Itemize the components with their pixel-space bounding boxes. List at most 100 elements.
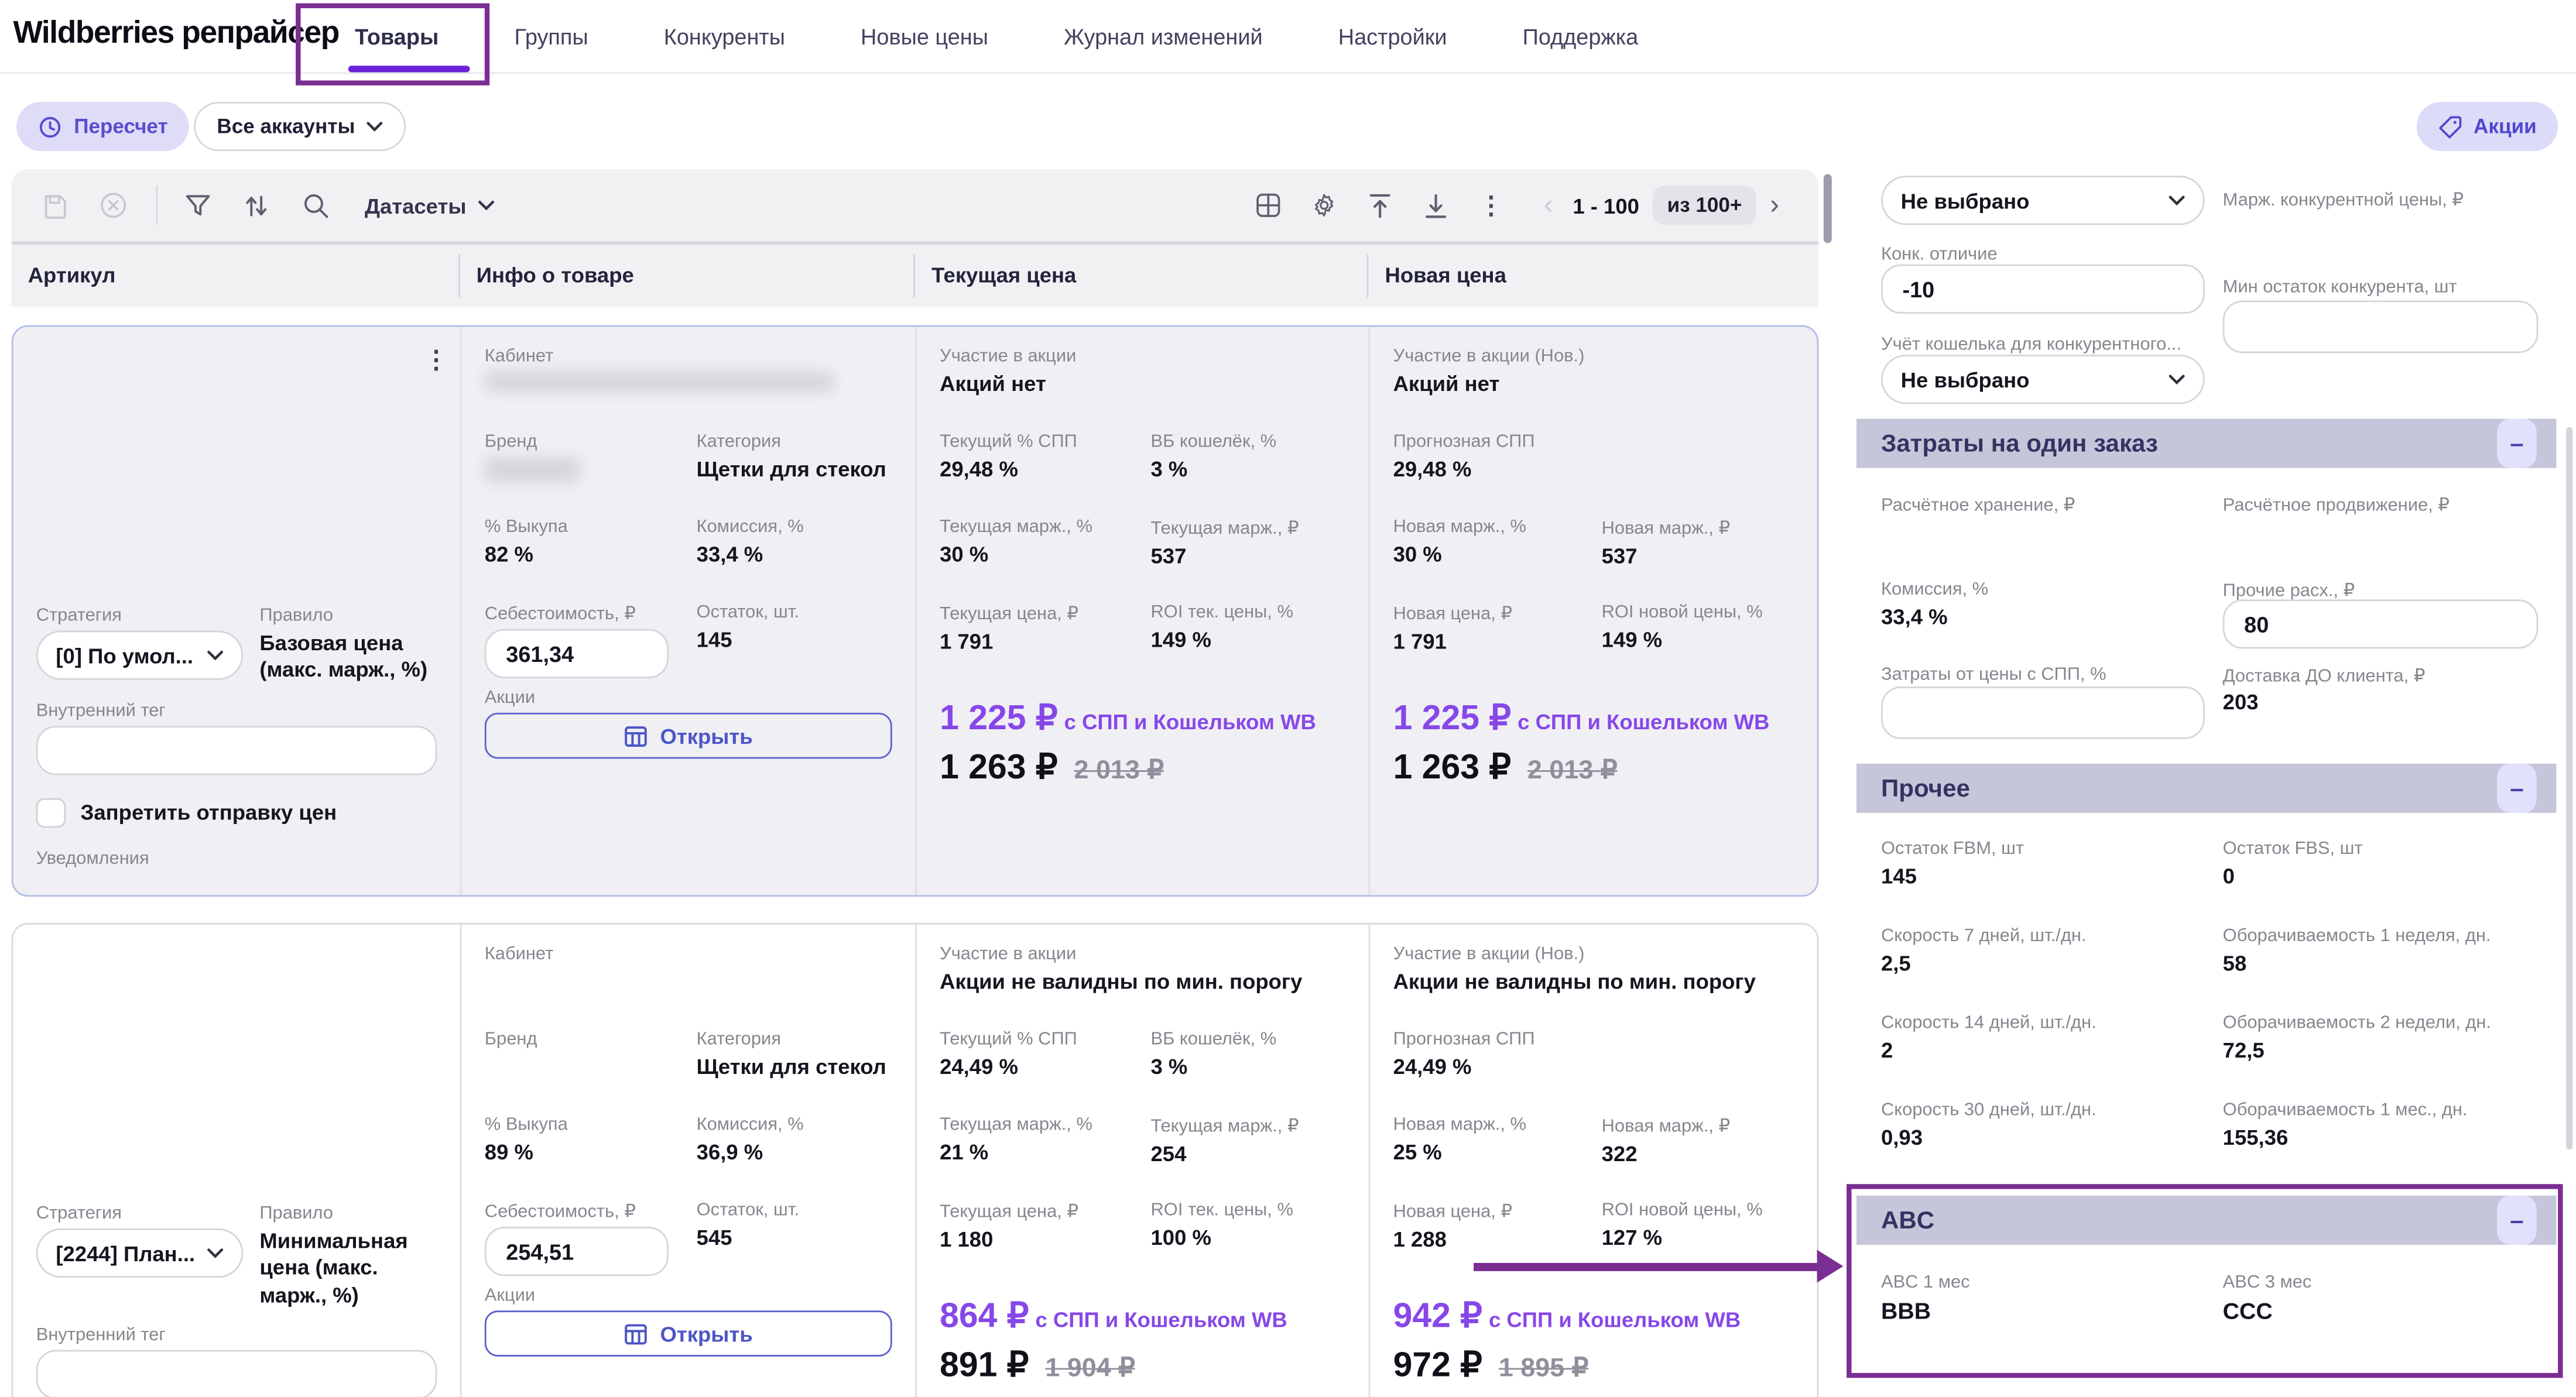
commission-value: 36,9 % (696, 1139, 763, 1165)
nav-tabs: Товары Группы Конкуренты Новые цены Журн… (355, 0, 1638, 72)
strategy-select[interactable]: [2244] План... (36, 1228, 244, 1278)
table-scrollbar-thumb[interactable] (1823, 174, 1832, 243)
annotation-box-products-tab (296, 3, 490, 85)
collapse-abc-button[interactable]: – (2497, 1195, 2537, 1245)
table-row[interactable]: ⋮ Стратегия [0] По умол... Правило Базов… (11, 325, 1819, 897)
section-misc-header: Прочее – (1856, 763, 2557, 814)
tab-groups[interactable]: Группы (514, 23, 588, 49)
current-price-block: 864 ₽ с СПП и Кошельком WB 891 ₽1 904 ₽ (940, 1297, 1287, 1385)
forbid-prices-checkbox[interactable] (36, 797, 66, 827)
rule-value: Базовая цена (макс. марж., %) (259, 630, 428, 682)
table-grid-icon (624, 725, 647, 746)
open-promos-button[interactable]: Открыть (484, 1310, 892, 1357)
chevron-down-icon (366, 122, 383, 132)
upload-icon[interactable] (1363, 189, 1396, 222)
panel-scrollbar-thumb[interactable] (2566, 427, 2573, 1150)
internal-tag-input[interactable] (36, 725, 437, 775)
commission-value: 33,4 % (696, 542, 763, 567)
competitor-margin-label: Марж. конкурентной цены, ₽ (2222, 190, 2464, 211)
page-total-badge[interactable]: из 100+ (1652, 186, 1757, 225)
tab-competitors[interactable]: Конкуренты (663, 23, 785, 49)
competitor-diff-input[interactable] (1881, 264, 2205, 314)
columns-icon[interactable] (1251, 189, 1284, 222)
active-tab-indicator (348, 66, 470, 73)
toolbar-divider (156, 186, 158, 225)
tab-support[interactable]: Поддержка (1522, 23, 1639, 49)
col-header-articul: Артикул (28, 262, 116, 288)
col-header-new-price: Новая цена (1366, 254, 1819, 297)
buyout-value: 89 % (484, 1139, 533, 1165)
strategy-select[interactable]: [0] По умол... (36, 630, 244, 680)
annotation-arrow (1474, 1262, 1822, 1271)
page-range: 1 - 100 (1573, 193, 1639, 218)
delivery-value: 203 (2222, 689, 2259, 715)
new-price-block: 942 ₽ с СПП и Кошельком WB 972 ₽1 895 ₽ (1393, 1297, 1741, 1385)
new-price-cell: Участие в акции (Нов.) Акции не валидны … (1368, 924, 1817, 1397)
recalc-button[interactable]: Пересчет (16, 101, 190, 152)
toolbar-right: ⋮ ‹ 1 - 100 из 100+ › (1251, 186, 1792, 225)
competitor-price-select[interactable]: Не выбрано (1881, 176, 2205, 225)
min-competitor-stock-input[interactable] (2222, 300, 2539, 353)
section-abc-header: ABC – (1856, 1195, 2557, 1245)
tab-change-log[interactable]: Журнал изменений (1064, 23, 1263, 49)
current-price-cell: Участие в акции Акции не валидны по мин.… (915, 924, 1368, 1397)
tab-new-prices[interactable]: Новые цены (861, 23, 988, 49)
cost-input[interactable] (484, 1227, 669, 1276)
tab-products[interactable]: Товары (355, 23, 439, 49)
collapse-costs-button[interactable]: – (2497, 418, 2537, 468)
promo-participation-value: Акций нет (940, 371, 1046, 396)
row-menu-icon[interactable]: ⋮ (423, 346, 449, 375)
app-logo: Wildberries репрайсер (13, 16, 340, 51)
promo-participation-value: Акции не валидны по мин. порогу (940, 969, 1303, 994)
gear-icon[interactable] (1307, 189, 1340, 222)
articul-cell: ⋮ Стратегия [0] По умол... Правило Базов… (36, 346, 449, 869)
promos-button[interactable]: Акции (2416, 101, 2558, 152)
current-price-block: 1 225 ₽ с СПП и Кошельком WB 1 263 ₽2 013… (940, 699, 1316, 787)
panel-commission-value: 33,4 % (1881, 604, 1948, 629)
datasets-dropdown[interactable]: Датасеты (365, 193, 494, 218)
settings-panel: Не выбрано Марж. конкурентной цены, ₽ Ко… (1856, 169, 2557, 1397)
filter-icon[interactable] (181, 189, 214, 222)
min-competitor-stock-label: Мин остаток конкурента, шт (2222, 277, 2457, 297)
top-nav: Wildberries репрайсер Товары Группы Конк… (0, 0, 2576, 85)
more-options-icon[interactable]: ⋮ (1478, 191, 1503, 219)
table-row[interactable]: Стратегия [2244] План... Правило Минимал… (11, 923, 1819, 1397)
prev-page-button[interactable]: ‹ (1543, 188, 1553, 221)
buyout-value: 82 % (484, 542, 533, 567)
cost-input[interactable] (484, 629, 669, 678)
redacted-cabinet-value (484, 371, 835, 393)
products-table: Датасеты ⋮ ‹ 1 - 100 из 100+ (11, 169, 1819, 1397)
search-icon[interactable] (299, 189, 332, 222)
current-price-cell: Участие в акции Акций нет Текущий % СПП … (915, 327, 1368, 895)
new-price-block: 1 225 ₽ с СПП и Кошельком WB 1 263 ₽2 013… (1393, 699, 1770, 787)
open-promos-button[interactable]: Открыть (484, 712, 892, 759)
info-cell: Кабинет Бренд Категория Щетки для стекол… (460, 924, 915, 1397)
internal-tag-input[interactable] (36, 1349, 437, 1397)
redacted-brand-value (484, 456, 580, 483)
collapse-misc-button[interactable]: – (2497, 763, 2537, 814)
stock-value: 545 (696, 1225, 732, 1250)
other-costs-input[interactable] (2222, 599, 2539, 649)
wallet-account-label: Учёт кошелька для конкурентного... (1881, 335, 2182, 355)
abc-3m-value: CCC (2222, 1297, 2273, 1324)
cancel-icon[interactable] (97, 189, 130, 222)
tag-icon (2437, 114, 2462, 139)
download-icon[interactable] (1419, 189, 1451, 222)
column-headers: Артикул Инфо о товаре Текущая цена Новая… (11, 241, 1819, 307)
sort-icon[interactable] (240, 189, 273, 222)
annotation-arrow-head (1817, 1250, 1844, 1283)
save-icon[interactable] (38, 189, 71, 222)
category-value: Щетки для стекол (696, 1054, 886, 1079)
table-toolbar: Датасеты ⋮ ‹ 1 - 100 из 100+ (11, 169, 1819, 242)
info-cell: Кабинет Бренд Категория Щетки для стекол (460, 327, 915, 895)
abc-1m-value: BBB (1881, 1297, 1931, 1324)
spp-costs-input[interactable] (1881, 686, 2205, 739)
annotation-box-abc (1847, 1184, 2563, 1378)
new-price-cell: Участие в акции (Нов.) Акций нет Прогноз… (1368, 327, 1817, 895)
accounts-select[interactable]: Все аккаунты (194, 101, 406, 152)
section-costs-header: Затраты на один заказ – (1856, 418, 2557, 468)
wallet-account-select[interactable]: Не выбрано (1881, 355, 2205, 404)
tab-settings[interactable]: Настройки (1338, 23, 1447, 49)
next-page-button[interactable]: › (1770, 188, 1780, 221)
articul-cell: Стратегия [2244] План... Правило Минимал… (13, 925, 460, 1397)
